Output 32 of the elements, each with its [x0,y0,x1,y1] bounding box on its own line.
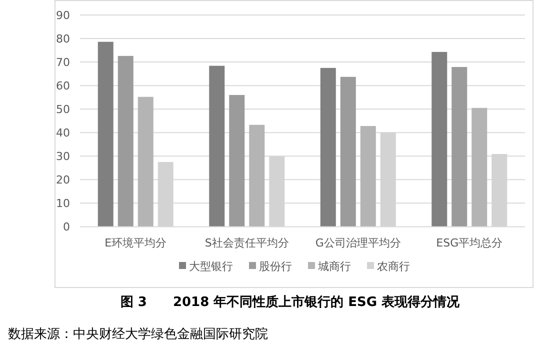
bar [452,66,468,227]
bar [432,52,448,227]
legend-label: 大型银行 [189,260,233,273]
y-tick-label: 60 [56,80,70,93]
y-tick-label: 20 [56,174,70,187]
bar [360,126,376,227]
bar [320,68,336,227]
bar [229,94,245,227]
x-tick-label: S社会责任平均分 [204,236,289,250]
bar [98,42,114,227]
bar [249,124,265,227]
y-tick-label: 80 [56,32,70,46]
x-tick-label: ESG平均总分 [436,236,503,250]
y-tick-label: 90 [56,9,70,22]
y-tick-label: 50 [56,103,70,116]
source-note: 数据来源：中央财经大学绿色金融国际研究院 [8,327,268,342]
legend-label: 股份行 [259,260,292,273]
bar [138,96,154,227]
y-tick-label: 40 [56,126,70,140]
bar [118,56,134,227]
x-tick-label: G公司治理平均分 [315,236,401,250]
bar [472,108,488,227]
legend-label: 城商行 [317,260,351,273]
y-tick-label: 0 [63,220,70,234]
legend-label: 农商行 [377,260,410,273]
bar [209,66,225,227]
x-tick-label: E环境平均分 [104,236,167,250]
y-tick-label: 30 [56,150,70,164]
y-tick-label: 10 [56,197,70,210]
y-tick-label: 70 [56,56,70,70]
text: 图 3 2018 年不同性质上市银行的 ESG 表现得分情况 [120,294,461,310]
bar [340,76,356,227]
